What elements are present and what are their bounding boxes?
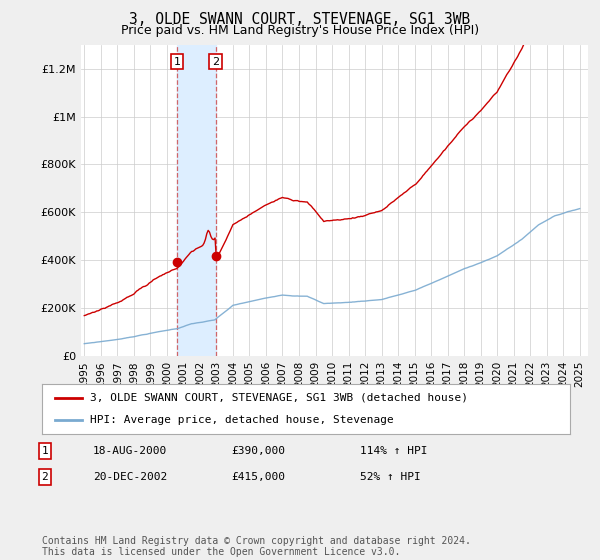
Text: £415,000: £415,000 bbox=[231, 472, 285, 482]
Text: 2: 2 bbox=[41, 472, 49, 482]
Text: 18-AUG-2000: 18-AUG-2000 bbox=[93, 446, 167, 456]
Text: 3, OLDE SWANN COURT, STEVENAGE, SG1 3WB (detached house): 3, OLDE SWANN COURT, STEVENAGE, SG1 3WB … bbox=[89, 393, 467, 403]
Text: Price paid vs. HM Land Registry's House Price Index (HPI): Price paid vs. HM Land Registry's House … bbox=[121, 24, 479, 36]
Text: 20-DEC-2002: 20-DEC-2002 bbox=[93, 472, 167, 482]
Text: 114% ↑ HPI: 114% ↑ HPI bbox=[360, 446, 427, 456]
Text: £390,000: £390,000 bbox=[231, 446, 285, 456]
Bar bbox=[177, 45, 216, 356]
Text: 52% ↑ HPI: 52% ↑ HPI bbox=[360, 472, 421, 482]
Text: 1: 1 bbox=[174, 57, 181, 67]
Text: 2: 2 bbox=[212, 57, 220, 67]
Text: 3, OLDE SWANN COURT, STEVENAGE, SG1 3WB: 3, OLDE SWANN COURT, STEVENAGE, SG1 3WB bbox=[130, 12, 470, 27]
Text: 1: 1 bbox=[41, 446, 49, 456]
Text: HPI: Average price, detached house, Stevenage: HPI: Average price, detached house, Stev… bbox=[89, 415, 393, 425]
Text: Contains HM Land Registry data © Crown copyright and database right 2024.
This d: Contains HM Land Registry data © Crown c… bbox=[42, 535, 471, 557]
